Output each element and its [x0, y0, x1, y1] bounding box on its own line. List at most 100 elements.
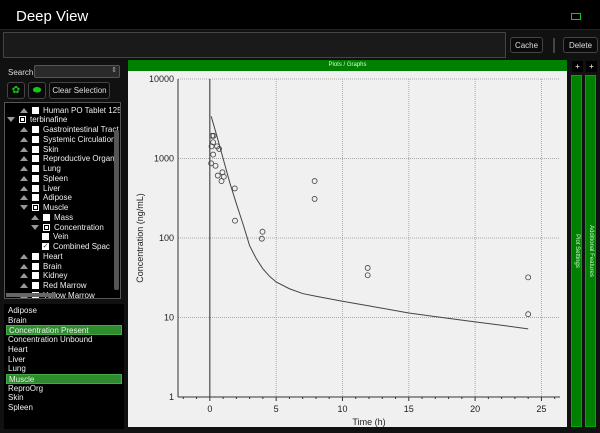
expand-arrow-icon[interactable] [31, 214, 39, 220]
expand-all-button[interactable]: ✿ [7, 82, 25, 99]
checkbox[interactable] [32, 174, 39, 182]
checkbox[interactable] [32, 194, 39, 202]
plots-graphs-header: Plots / Graphs [128, 60, 567, 71]
tree-item-label: Reproductive Organ [43, 154, 115, 164]
observed-point [525, 311, 532, 318]
variable-list[interactable]: Adipose Brain Concentration Present Concent… [4, 304, 124, 429]
checkbox[interactable] [32, 204, 39, 211]
list-item[interactable]: Heart [8, 344, 28, 354]
tree-horizontal-scrollbar[interactable] [6, 293, 56, 297]
tree-item[interactable]: Skin [20, 144, 59, 154]
checkbox[interactable]: ✓ [42, 243, 49, 250]
tree-item-label: Lung [43, 164, 61, 173]
observed-point [311, 196, 318, 202]
checkbox[interactable] [32, 126, 39, 133]
app-title: Deep View [16, 8, 89, 25]
expand-arrow-icon[interactable] [20, 185, 28, 191]
list-item[interactable]: Concentration Present [6, 325, 122, 336]
observed-point [364, 272, 371, 279]
tree-item[interactable]: Concentration [31, 222, 104, 232]
tree-item-label: Vein [53, 232, 69, 242]
list-item[interactable]: ReproOrg [8, 383, 44, 393]
checkbox[interactable] [32, 252, 39, 260]
checkbox[interactable] [32, 135, 39, 143]
checkbox[interactable] [19, 116, 26, 124]
collapse-arrow-icon[interactable] [31, 224, 39, 230]
tree-item[interactable]: Liver [20, 183, 60, 193]
tree-vertical-scrollbar[interactable] [114, 130, 119, 290]
observed-point [208, 160, 215, 167]
tree-item[interactable]: Mass [31, 212, 73, 222]
x-tick-label: 25 [536, 404, 546, 414]
additional-features-expand-button[interactable]: + [586, 61, 597, 72]
tree-item[interactable]: terbinafine [7, 115, 67, 125]
expand-arrow-icon[interactable] [20, 195, 28, 201]
tree-item-label: Mass [54, 212, 74, 222]
list-item[interactable]: Spleen [8, 403, 33, 412]
collapse-all-button[interactable]: ⬬ [28, 82, 46, 99]
tree-item[interactable]: Systemic Circulation [20, 134, 115, 144]
tree-item[interactable]: Muscle [20, 203, 68, 213]
expand-arrow-icon[interactable] [20, 166, 28, 171]
expand-arrow-icon[interactable] [20, 127, 28, 132]
checkbox[interactable] [32, 145, 39, 153]
expand-arrow-icon[interactable] [20, 273, 28, 279]
observed-point [210, 151, 217, 158]
tree-item[interactable]: Adipose [20, 193, 72, 203]
tree-item[interactable]: Kidney [20, 271, 67, 281]
plot-settings-tab[interactable]: Plot Settings [571, 75, 582, 427]
observed-point [232, 217, 238, 224]
checkbox[interactable] [43, 213, 50, 221]
tree-item[interactable]: Spleen [20, 173, 68, 183]
checkbox[interactable] [32, 282, 39, 289]
expand-arrow-icon[interactable] [20, 253, 28, 259]
expand-arrow-icon[interactable] [20, 146, 28, 152]
checkbox[interactable] [32, 106, 39, 114]
search-input[interactable]: ⇕ [34, 65, 120, 78]
list-item[interactable]: Adipose [8, 306, 37, 315]
tree-item[interactable]: Lung [20, 164, 61, 174]
tree-view[interactable]: Human PO Tablet 125n terbinafine Gastroint… [4, 102, 121, 299]
checkbox[interactable] [32, 262, 39, 270]
expand-arrow-icon[interactable] [20, 107, 28, 113]
expand-arrow-icon[interactable] [20, 263, 28, 269]
x-tick-label: 5 [274, 404, 279, 414]
list-item[interactable]: Liver [8, 354, 26, 364]
list-item[interactable]: Skin [8, 393, 24, 403]
tree-item[interactable]: Reproductive Organ [20, 154, 115, 164]
command-input[interactable] [3, 32, 506, 58]
additional-features-tab[interactable]: Additional Features [585, 75, 596, 427]
checkbox[interactable] [32, 272, 39, 280]
tree-item[interactable]: Vein [42, 232, 69, 242]
collapse-arrow-icon[interactable] [7, 117, 15, 123]
restore-icon[interactable] [571, 13, 581, 20]
checkbox[interactable] [32, 184, 39, 192]
observed-point [218, 178, 225, 184]
plot-settings-expand-button[interactable]: + [572, 61, 583, 72]
tree-item[interactable]: Heart [20, 251, 63, 261]
tree-item[interactable]: ✓ Combined Spac [42, 242, 110, 252]
expand-arrow-icon[interactable] [20, 136, 28, 142]
tree-item[interactable]: Brain [20, 261, 62, 271]
list-item[interactable]: Brain [8, 315, 27, 325]
tree-item[interactable]: Red Marrow [20, 281, 87, 291]
list-item[interactable]: Lung [8, 364, 26, 374]
checkbox[interactable] [32, 155, 39, 163]
tree-item[interactable]: Gastrointestinal Tract [20, 125, 119, 135]
expand-arrow-icon[interactable] [20, 283, 28, 288]
y-tick-label: 1 [169, 392, 174, 402]
checkbox[interactable] [32, 165, 39, 172]
checkbox[interactable] [43, 223, 50, 231]
list-item[interactable]: Concentration Unbound [8, 335, 93, 345]
checkbox[interactable] [42, 233, 49, 241]
expand-arrow-icon[interactable] [20, 156, 28, 162]
cache-button[interactable]: Cache [510, 37, 543, 53]
list-item[interactable]: Muscle [6, 373, 122, 384]
observed-point [364, 265, 371, 271]
delete-button[interactable]: Delete [563, 37, 598, 53]
collapse-arrow-icon[interactable] [20, 205, 28, 210]
tree-item[interactable]: Human PO Tablet 125n [20, 105, 120, 115]
expand-arrow-icon[interactable] [20, 175, 28, 181]
clear-selection-button[interactable]: Clear Selection [49, 82, 110, 99]
tree-item-label: Yellow Marrow [43, 290, 95, 299]
